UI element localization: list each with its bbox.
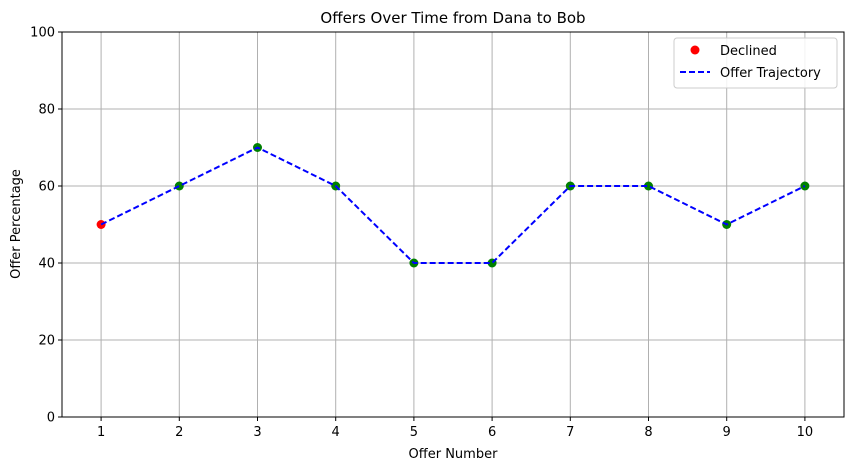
x-tick-label: 1 — [97, 425, 105, 440]
x-axis-label: Offer Number — [409, 447, 499, 462]
x-tick-label: 9 — [723, 425, 731, 440]
x-tick-label: 6 — [488, 425, 496, 440]
y-tick-label: 100 — [30, 26, 55, 41]
offer-point — [644, 181, 653, 191]
legend-label-declined: Declined — [720, 44, 777, 59]
offer-trajectory-line — [100, 146, 806, 264]
x-tick-label: 8 — [644, 425, 652, 440]
x-tick-label: 7 — [566, 425, 574, 440]
legend-marker-declined — [690, 45, 700, 55]
legend-label-offer-trajectory: Offer Trajectory — [720, 66, 821, 81]
legend: Declined Offer Trajectory — [673, 37, 838, 89]
series-layer — [96, 143, 810, 268]
y-tick-label: 0 — [47, 411, 55, 426]
y-tick-label: 20 — [38, 334, 55, 349]
y-tick-label: 80 — [38, 103, 55, 118]
offer-point — [174, 181, 184, 191]
legend-box — [673, 37, 838, 89]
y-axis-label: Offer Percentage — [9, 169, 24, 279]
x-tick-label: 5 — [410, 425, 418, 440]
plot-area-frame — [61, 31, 845, 418]
x-tick-label: 3 — [253, 425, 261, 440]
chart-title: Offers Over Time from Dana to Bob — [320, 9, 585, 27]
y-tick-label: 60 — [38, 180, 55, 195]
x-tick-label: 4 — [332, 425, 340, 440]
x-tick-label: 2 — [175, 425, 183, 440]
y-tick-label: 40 — [38, 257, 55, 272]
x-tick-label: 10 — [797, 425, 814, 440]
